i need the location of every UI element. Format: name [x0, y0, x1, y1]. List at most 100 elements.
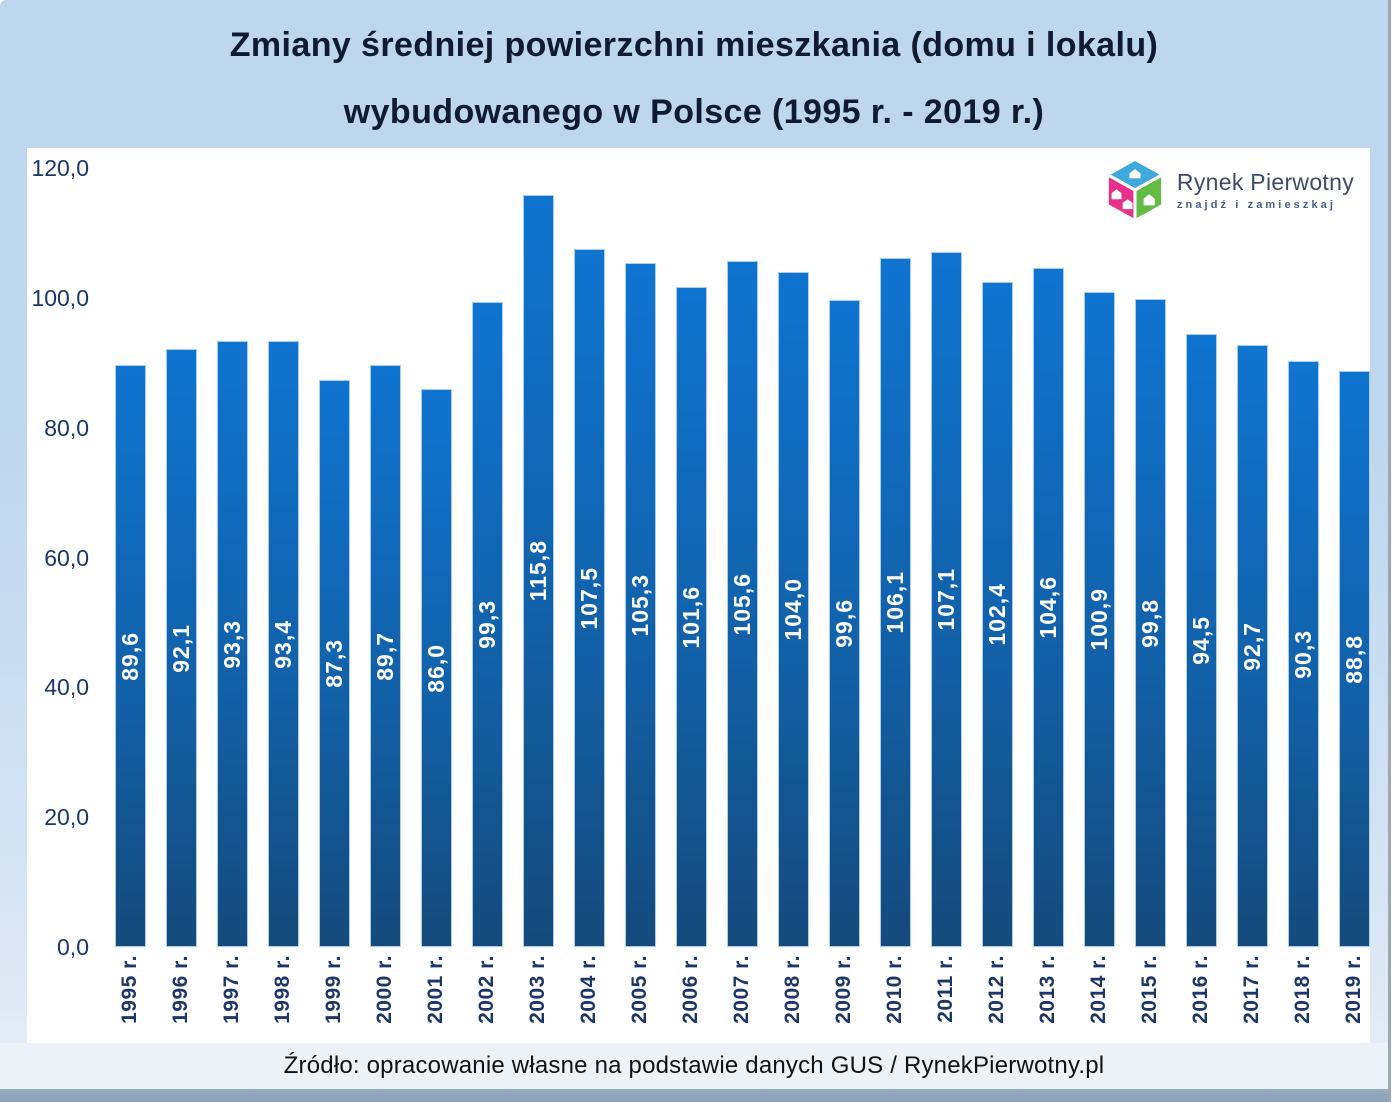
x-axis-label-1997: 1997 r.	[206, 955, 258, 1050]
x-axis-label-text: 2014 r.	[1087, 955, 1110, 1024]
bar-value-label: 101,6	[677, 585, 704, 649]
x-axis-label-text: 1996 r.	[169, 955, 192, 1024]
x-axis-label-1998: 1998 r.	[257, 955, 309, 1050]
x-axis-label-text: 2015 r.	[1138, 955, 1161, 1024]
bar-value-label: 92,7	[1238, 621, 1265, 671]
x-axis-label-text: 2006 r.	[679, 955, 702, 1024]
bar-value-label: 105,6	[728, 572, 755, 636]
bar-1998: 93,4	[267, 341, 299, 947]
x-axis-label-2011: 2011 r.	[920, 955, 972, 1050]
x-axis-label-2019: 2019 r.	[1328, 955, 1380, 1050]
x-axis-label-text: 2001 r.	[424, 955, 447, 1024]
x-axis-label-2018: 2018 r.	[1277, 955, 1329, 1050]
y-axis-tick-label: 120,0	[31, 155, 89, 181]
bar-value-label: 115,8	[524, 540, 551, 602]
bar-2008: 104,0	[777, 272, 809, 947]
bar-2000: 89,7	[369, 365, 401, 947]
y-axis-tick-label: 0,0	[57, 934, 89, 960]
bar-2006: 101,6	[675, 287, 707, 947]
bar-2018: 90,3	[1287, 361, 1319, 947]
bar-1996: 92,1	[165, 349, 197, 947]
x-axis-label-text: 1999 r.	[322, 955, 345, 1024]
bar-chart-plot: 0,0 20,0 40,0 60,0 80,0 100,0 120,0 89,6 1995 r.…	[27, 148, 1370, 1043]
bar-value-label: 105,3	[626, 573, 653, 637]
bar-value-label: 107,5	[575, 566, 602, 630]
bar-value-label: 93,3	[218, 619, 245, 669]
bar-2015: 99,8	[1134, 299, 1166, 947]
x-axis-label-2013: 2013 r.	[1022, 955, 1074, 1050]
x-axis-label-text: 2010 r.	[883, 955, 906, 1024]
house-icon	[1129, 169, 1141, 179]
bar-2001: 86,0	[420, 389, 452, 947]
x-axis-label-text: 2011 r.	[934, 955, 957, 1023]
bar-value-label: 89,7	[371, 631, 398, 681]
house-icon	[1143, 194, 1155, 206]
bar-1999: 87,3	[318, 380, 350, 947]
x-axis-label-2003: 2003 r.	[512, 955, 564, 1050]
bar-2002: 99,3	[471, 302, 503, 947]
bottom-strip	[0, 1089, 1388, 1102]
x-axis-label-1999: 1999 r.	[308, 955, 360, 1050]
bar-2017: 92,7	[1236, 345, 1268, 947]
bar-1997: 93,3	[216, 341, 248, 947]
house-icon	[1122, 199, 1133, 210]
bar-value-label: 90,3	[1289, 629, 1316, 679]
x-axis-label-text: 1998 r.	[271, 955, 294, 1024]
x-axis-label-text: 2004 r.	[577, 955, 600, 1024]
bar-2014: 100,9	[1083, 292, 1115, 947]
footer-band: Źródło: opracowanie własne na podstawie …	[0, 1043, 1388, 1089]
rynek-pierwotny-logo: Rynek Pierwotny znajdź i zamieszkaj	[1104, 158, 1354, 222]
x-axis-label-text: 2000 r.	[373, 955, 396, 1024]
x-axis-label-2017: 2017 r.	[1226, 955, 1278, 1050]
x-axis-label-2016: 2016 r.	[1175, 955, 1227, 1050]
bar-2010: 106,1	[879, 258, 911, 947]
bar-value-label: 102,4	[983, 583, 1010, 646]
source-note: Źródło: opracowanie własne na podstawie …	[283, 1052, 1105, 1079]
bar-2016: 94,5	[1185, 334, 1217, 947]
bar-1995: 89,6	[114, 365, 146, 947]
x-axis-label-2008: 2008 r.	[767, 955, 819, 1050]
bar-2019: 88,8	[1338, 371, 1370, 947]
x-axis-label-1996: 1996 r.	[155, 955, 207, 1050]
bar-value-label: 99,6	[830, 599, 857, 648]
x-axis-label-2002: 2002 r.	[461, 955, 513, 1050]
bar-2012: 102,4	[981, 282, 1013, 947]
chart-title-line-1: Zmiany średniej powierzchni mieszkania (…	[229, 26, 1159, 64]
bar-value-label: 88,8	[1340, 634, 1367, 684]
bar-value-label: 94,5	[1187, 616, 1214, 665]
x-axis-label-text: 2016 r.	[1189, 955, 1212, 1024]
x-axis-label-2015: 2015 r.	[1124, 955, 1176, 1050]
logo-cube-icon	[1105, 158, 1165, 222]
x-axis-label-text: 2012 r.	[985, 955, 1008, 1024]
x-axis-label-text: 2018 r.	[1291, 955, 1314, 1024]
bar-2004: 107,5	[573, 249, 605, 947]
x-axis-label-2001: 2001 r.	[410, 955, 462, 1050]
x-axis-label-text: 2019 r.	[1342, 955, 1365, 1024]
y-axis-tick-label: 80,0	[44, 414, 89, 441]
bar-value-label: 92,1	[167, 623, 194, 673]
x-axis-label-2007: 2007 r.	[716, 955, 768, 1050]
x-axis-label-text: 2017 r.	[1240, 955, 1263, 1024]
bar-value-label: 107,1	[932, 568, 959, 631]
logo-tagline: znajdź i zamieszkaj	[1176, 199, 1337, 211]
x-axis-label-text: 2005 r.	[628, 955, 651, 1024]
bar-2009: 99,6	[828, 300, 860, 947]
x-axis-label-2014: 2014 r.	[1073, 955, 1125, 1050]
bar-value-label: 99,3	[473, 600, 500, 649]
x-axis-label-2000: 2000 r.	[359, 955, 411, 1050]
x-axis-label-text: 1995 r.	[118, 955, 141, 1024]
x-axis-label-text: 2013 r.	[1036, 955, 1059, 1024]
bar-2013: 104,6	[1032, 268, 1064, 947]
bar-value-label: 106,1	[881, 571, 908, 634]
x-axis-label-text: 2002 r.	[475, 955, 498, 1024]
bar-value-label: 89,6	[116, 631, 143, 681]
x-axis-label-1995: 1995 r.	[104, 955, 156, 1050]
bar-2003: 115,8	[522, 195, 554, 947]
bar-value-label: 100,9	[1085, 588, 1112, 651]
x-axis-label-2005: 2005 r.	[614, 955, 666, 1050]
x-axis-label-2004: 2004 r.	[563, 955, 615, 1050]
bar-value-label: 87,3	[320, 639, 347, 688]
y-axis-tick-label: 20,0	[44, 804, 89, 831]
